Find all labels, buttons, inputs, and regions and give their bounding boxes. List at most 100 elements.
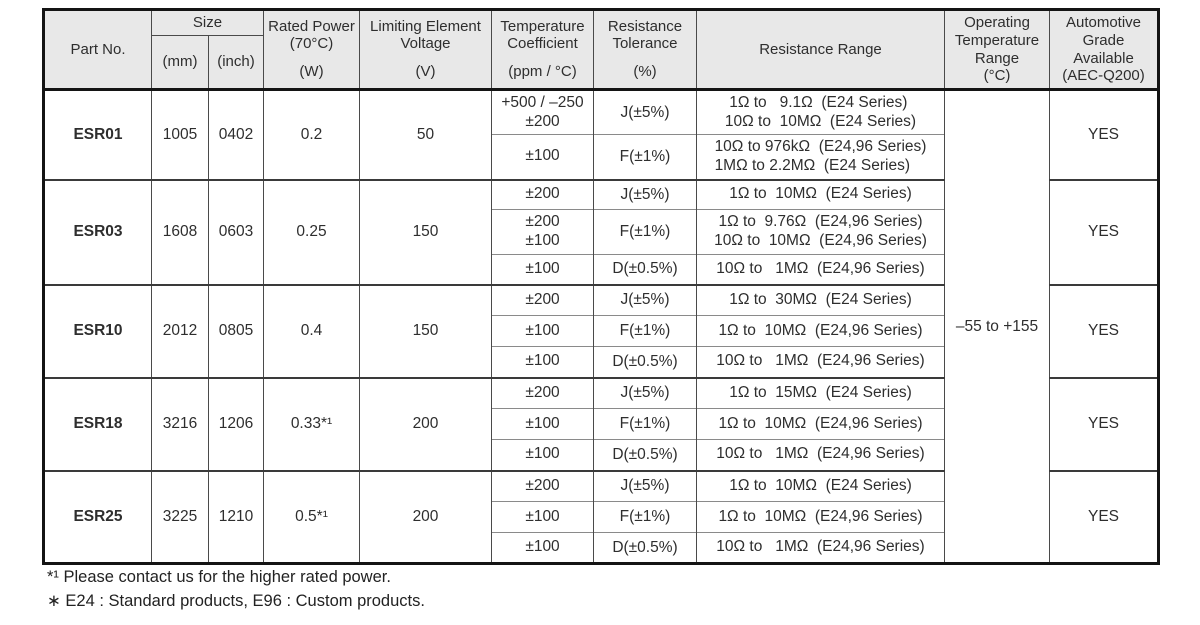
resistance-range-cell: 1Ω to 30MΩ (E24 Series) <box>696 283 945 316</box>
rated-power-cell: 0.33*¹ <box>263 376 360 471</box>
temp-coef-cell: ±200 ±100 <box>491 209 594 255</box>
voltage-cell: 200 <box>359 376 492 471</box>
tolerance-cell: D(±0.5%) <box>593 254 697 285</box>
resistance-range-cell: 1Ω to 10MΩ (E24 Series) <box>696 178 945 210</box>
temp-coef-cell: ±100 <box>491 134 594 180</box>
tolerance-cell: F(±1%) <box>593 209 697 255</box>
auto-grade-cell: YES <box>1049 178 1159 285</box>
rated-power-cell: 0.4 <box>263 283 360 378</box>
resistance-range-text: 1Ω to 10MΩ (E24,96 Series) <box>718 414 923 432</box>
header-temp-coefficient-unit: (ppm / °C) <box>508 62 577 80</box>
header-size: Size <box>151 9 264 36</box>
header-automotive-grade: Automotive Grade Available (AEC-Q200) <box>1049 9 1159 91</box>
temp-coef-cell: ±100 <box>491 315 594 347</box>
rated-power-cell: 0.25 <box>263 178 360 285</box>
resistance-range-text: 1Ω to 9.76Ω (E24,96 Series) 10Ω to 10MΩ … <box>714 213 927 249</box>
resistance-range-text: 1Ω to 30MΩ (E24 Series) <box>729 290 912 308</box>
resistance-range-cell: 1Ω to 9.76Ω (E24,96 Series) 10Ω to 10MΩ … <box>696 209 945 255</box>
temp-coef-cell: ±200 <box>491 178 594 210</box>
auto-grade-cell: YES <box>1049 88 1159 180</box>
tolerance-cell: D(±0.5%) <box>593 346 697 378</box>
voltage-cell: 150 <box>359 178 492 285</box>
header-size-mm-label: (mm) <box>162 53 198 71</box>
resistance-range-cell: 10Ω to 1MΩ (E24,96 Series) <box>696 346 945 378</box>
header-temp-coefficient-label: Temperature Coefficient <box>500 17 585 53</box>
footnotes: *¹ Please contact us for the higher rate… <box>47 566 425 614</box>
temp-coef-cell: ±200 <box>491 376 594 409</box>
temp-coef-cell: ±100 <box>491 408 594 440</box>
header-resistance-tolerance-label: Resistance Tolerance <box>607 17 683 53</box>
part-no-cell: ESR18 <box>43 376 152 471</box>
resistance-range-cell: 10Ω to 976kΩ (E24,96 Series) 1MΩ to 2.2M… <box>696 134 945 180</box>
auto-grade-cell: YES <box>1049 469 1159 564</box>
resistance-range-cell: 10Ω to 1MΩ (E24,96 Series) <box>696 439 945 471</box>
temp-coef-cell: ±200 <box>491 283 594 316</box>
resistance-range-text: 10Ω to 1MΩ (E24,96 Series) <box>716 259 925 277</box>
footnote-rated-power: *¹ Please contact us for the higher rate… <box>47 568 391 586</box>
size-mm-cell: 3216 <box>151 376 209 471</box>
size-mm-cell: 1005 <box>151 88 209 180</box>
size-inch-cell: 0603 <box>208 178 264 285</box>
header-size-inch: (inch) <box>208 35 264 91</box>
resistance-range-text: 10Ω to 1MΩ (E24,96 Series) <box>716 352 925 370</box>
header-temp-coefficient: Temperature Coefficient (ppm / °C) <box>491 9 594 91</box>
header-part-no: Part No. <box>43 9 152 91</box>
header-resistance-range: Resistance Range <box>696 9 945 91</box>
tolerance-cell: D(±0.5%) <box>593 439 697 471</box>
header-resistance-tolerance: Resistance Tolerance (%) <box>593 9 697 91</box>
tolerance-cell: J(±5%) <box>593 88 697 135</box>
size-inch-cell: 0805 <box>208 283 264 378</box>
header-limiting-voltage-unit: (V) <box>415 62 436 80</box>
tolerance-cell: J(±5%) <box>593 178 697 210</box>
temp-coef-cell: ±100 <box>491 439 594 471</box>
resistance-range-cell: 1Ω to 10MΩ (E24,96 Series) <box>696 408 945 440</box>
size-inch-cell: 1210 <box>208 469 264 564</box>
rated-power-cell: 0.2 <box>263 88 360 180</box>
header-operating-temp-label: Operating Temperature Range (°C) <box>954 14 1040 85</box>
tolerance-cell: F(±1%) <box>593 408 697 440</box>
resistance-range-text: 1Ω to 10MΩ (E24,96 Series) <box>718 507 923 525</box>
header-rated-power-label: Rated Power (70°C) <box>268 17 355 53</box>
tolerance-cell: J(±5%) <box>593 469 697 502</box>
voltage-cell: 150 <box>359 283 492 378</box>
part-no-cell: ESR10 <box>43 283 152 378</box>
temp-coef-cell: ±100 <box>491 346 594 378</box>
part-no-cell: ESR01 <box>43 88 152 180</box>
header-operating-temp: Operating Temperature Range (°C) <box>944 9 1050 91</box>
header-resistance-tolerance-unit: (%) <box>633 62 657 80</box>
resistance-range-cell: 1Ω to 10MΩ (E24,96 Series) <box>696 501 945 533</box>
operating-temp-cell: –55 to +155 <box>944 89 1050 564</box>
header-size-inch-label: (inch) <box>217 53 255 71</box>
resistance-range-text: 10Ω to 976kΩ (E24,96 Series) 1MΩ to 2.2M… <box>714 137 927 174</box>
footnote-series: ∗ E24 : Standard products, E96 : Custom … <box>47 591 425 610</box>
resistor-spec-table: Part No. Size Rated Power (70°C) (W) Limi… <box>42 8 1160 565</box>
resistance-range-text: 10Ω to 1MΩ (E24,96 Series) <box>716 445 925 463</box>
voltage-cell: 50 <box>359 88 492 180</box>
part-no-cell: ESR03 <box>43 178 152 285</box>
tolerance-cell: D(±0.5%) <box>593 532 697 564</box>
size-inch-cell: 1206 <box>208 376 264 471</box>
resistance-range-text: 10Ω to 1MΩ (E24,96 Series) <box>716 538 925 556</box>
header-size-mm: (mm) <box>151 35 209 91</box>
header-part-no-label: Part No. <box>70 40 126 58</box>
size-inch-cell: 0402 <box>208 88 264 180</box>
part-no-cell: ESR25 <box>43 469 152 564</box>
size-mm-cell: 3225 <box>151 469 209 564</box>
temp-coef-cell: +500 / –250 ±200 <box>491 88 594 135</box>
size-mm-cell: 2012 <box>151 283 209 378</box>
resistance-range-text: 1Ω to 15MΩ (E24 Series) <box>729 383 912 401</box>
tolerance-cell: J(±5%) <box>593 376 697 409</box>
header-rated-power: Rated Power (70°C) (W) <box>263 9 360 91</box>
resistance-range-text: 1Ω to 10MΩ (E24 Series) <box>729 476 912 494</box>
resistor-spec-table-section: Part No. Size Rated Power (70°C) (W) Limi… <box>42 8 1160 565</box>
header-rated-power-unit: (W) <box>299 62 324 80</box>
temp-coef-cell: ±100 <box>491 501 594 533</box>
tolerance-cell: F(±1%) <box>593 134 697 180</box>
resistance-range-cell: 1Ω to 10MΩ (E24,96 Series) <box>696 315 945 347</box>
tolerance-cell: J(±5%) <box>593 283 697 316</box>
resistance-range-text: 1Ω to 9.1Ω (E24 Series) 10Ω to 10MΩ (E24… <box>724 93 917 130</box>
resistance-range-cell: 10Ω to 1MΩ (E24,96 Series) <box>696 254 945 285</box>
resistance-range-cell: 10Ω to 1MΩ (E24,96 Series) <box>696 532 945 564</box>
rated-power-cell: 0.5*¹ <box>263 469 360 564</box>
tolerance-cell: F(±1%) <box>593 501 697 533</box>
